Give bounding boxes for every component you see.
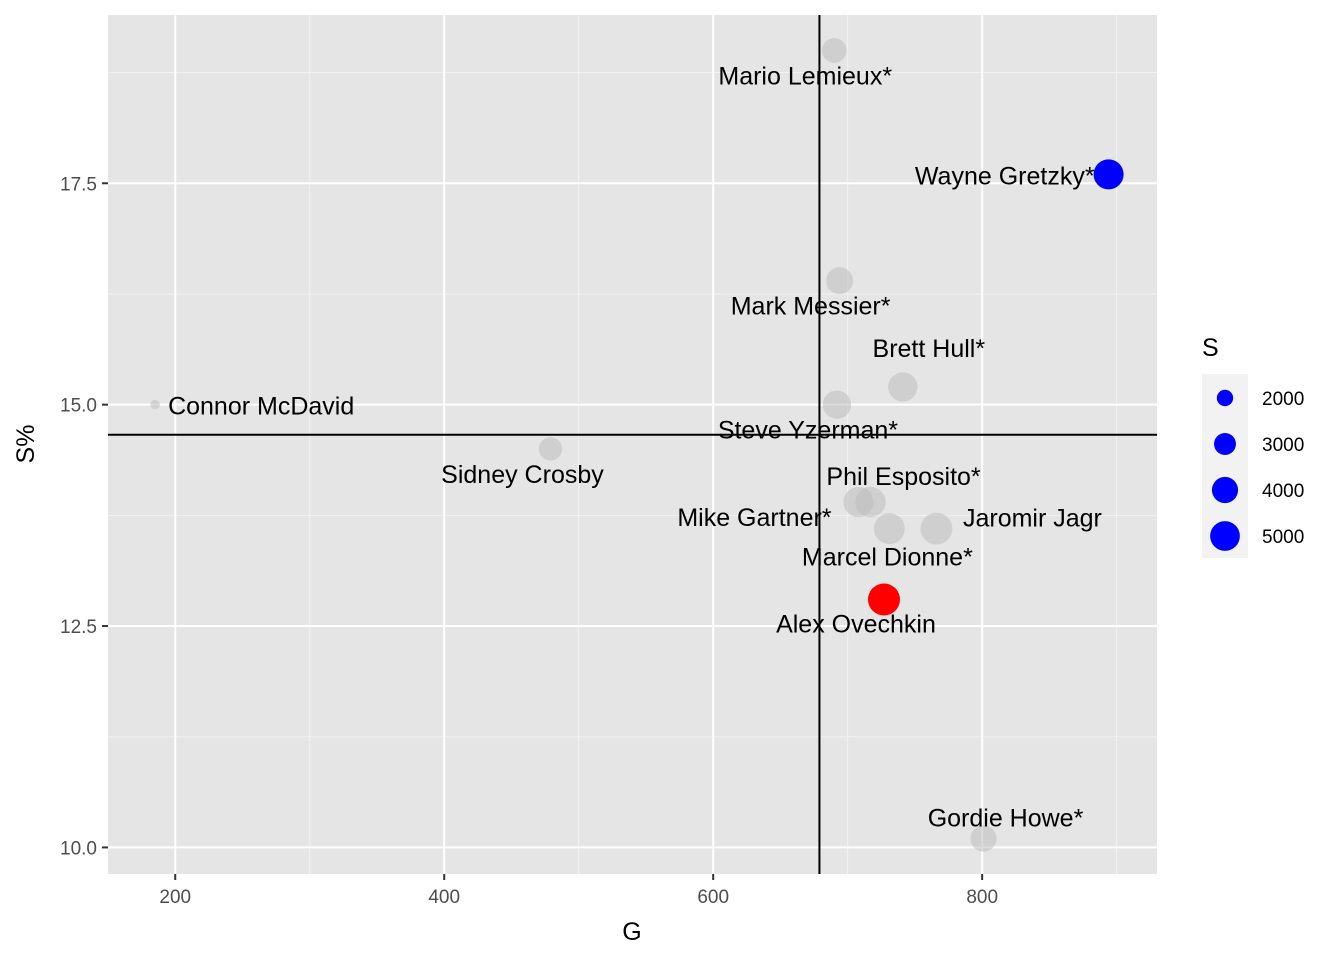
- y-tick-label: 15.0: [60, 396, 97, 417]
- data-point: [888, 372, 918, 402]
- y-axis-title: S%: [12, 425, 40, 464]
- x-tick-label: 400: [428, 887, 460, 908]
- point-label: Brett Hull*: [873, 335, 986, 363]
- y-tick-label: 10.0: [60, 838, 97, 859]
- data-point: [822, 390, 852, 419]
- y-axis-ticks: 10.0 12.5 15.0 17.5: [60, 174, 108, 859]
- minor-gridlines: [108, 15, 1157, 874]
- y-tick-label: 12.5: [60, 617, 97, 638]
- data-point: [150, 399, 160, 410]
- y-tick-label: 17.5: [60, 174, 97, 195]
- x-tick-label: 600: [697, 887, 729, 908]
- legend-key-circle: [1216, 389, 1234, 407]
- data-point: [1093, 159, 1124, 190]
- point-label: Alex Ovechkin: [776, 610, 936, 638]
- point-label: Connor McDavid: [168, 393, 354, 421]
- legend-label: 4000: [1262, 481, 1304, 502]
- point-label: Mark Messier*: [731, 293, 891, 321]
- point-label: Marcel Dionne*: [802, 544, 973, 572]
- x-axis-title: G: [622, 918, 641, 946]
- data-point: [826, 267, 854, 295]
- legend-key-circle: [1210, 521, 1240, 551]
- data-point: [843, 487, 874, 518]
- legend-label: 2000: [1262, 389, 1304, 410]
- point-label: Gordie Howe*: [928, 805, 1084, 833]
- point-labels: Wayne Gretzky* Gordie Howe* Jaromir Jagr Br…: [168, 62, 1102, 832]
- point-label: Sidney Crosby: [441, 461, 604, 489]
- x-axis-ticks: 200 400 600 800: [159, 874, 998, 908]
- data-point: [821, 38, 847, 63]
- legend-label: 3000: [1262, 435, 1304, 456]
- legend-key-circle: [1214, 433, 1236, 455]
- data-point: [970, 825, 997, 852]
- point-label: Jaromir Jagr: [963, 505, 1102, 533]
- legend-title: S: [1202, 334, 1219, 362]
- plot-panel: [108, 15, 1157, 874]
- data-points: [150, 38, 1124, 852]
- data-point: [538, 437, 563, 461]
- size-legend: S 2000 3000 4000 5000: [1202, 334, 1304, 558]
- x-tick-label: 800: [966, 887, 998, 908]
- data-point: [867, 583, 900, 616]
- reference-lines: [108, 15, 1157, 874]
- legend-label: 5000: [1262, 527, 1304, 548]
- x-tick-label: 200: [159, 887, 191, 908]
- legend-key-circle: [1211, 476, 1239, 504]
- point-label: Phil Esposito*: [826, 463, 981, 491]
- point-label: Mike Gartner*: [677, 504, 831, 532]
- data-point: [920, 512, 953, 545]
- point-label: Mario Lemieux*: [718, 62, 892, 90]
- point-label: Wayne Gretzky*: [915, 162, 1095, 190]
- data-point: [873, 513, 905, 545]
- point-label: Steve Yzerman*: [718, 417, 898, 445]
